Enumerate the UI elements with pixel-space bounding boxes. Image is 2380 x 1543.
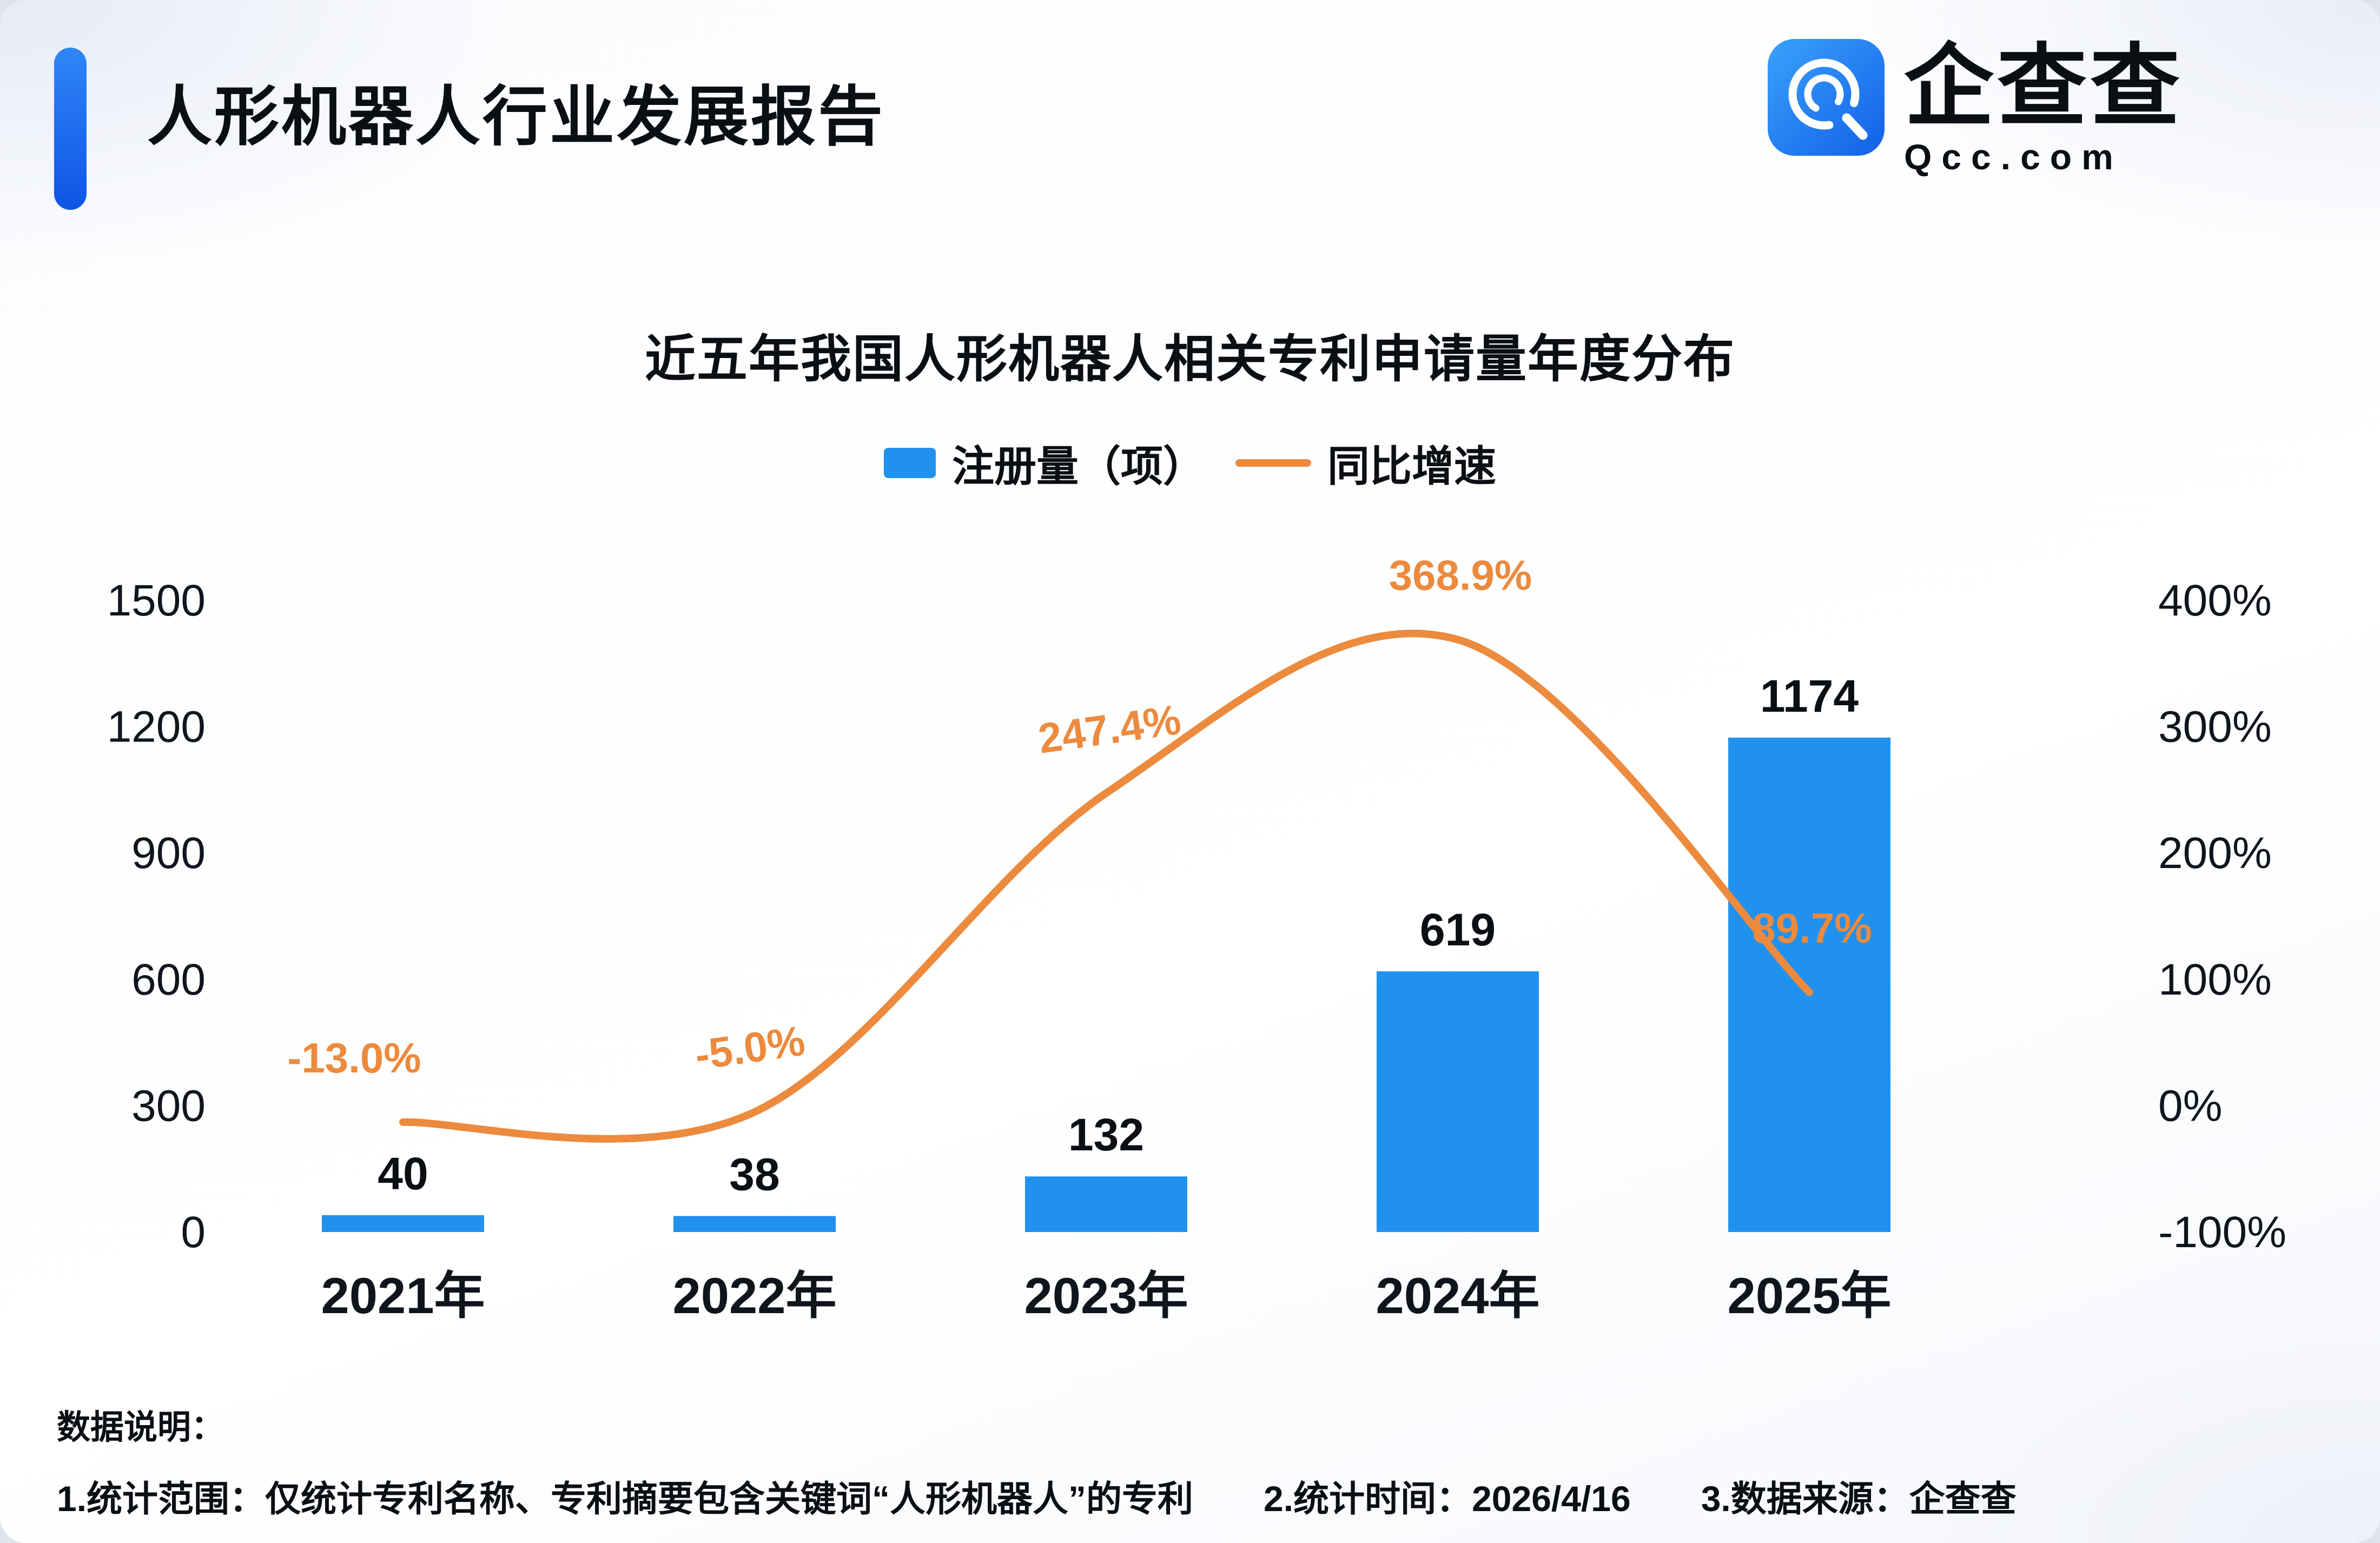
right-axis-tick: 300% — [2158, 703, 2272, 752]
right-axis-tick: 100% — [2158, 955, 2272, 1004]
note-source: 3.数据来源：企查查 — [1701, 1479, 2017, 1519]
data-notes: 1.统计范围：仅统计专利名称、专利摘要包含关键词“人形机器人”的专利 2.统计时… — [57, 1470, 2323, 1522]
note-scope: 1.统计范围：仅统计专利名称、专利摘要包含关键词“人形机器人”的专利 — [57, 1479, 1194, 1519]
x-axis-label: 2022年 — [672, 1267, 836, 1324]
bar — [1377, 971, 1539, 1232]
bar-value-label: 132 — [1068, 1109, 1144, 1160]
right-axis-tick: -100% — [2158, 1208, 2286, 1257]
bar-value-label: 38 — [729, 1149, 779, 1200]
right-axis-tick: 400% — [2158, 576, 2272, 625]
left-axis-tick: 600 — [131, 955, 206, 1004]
chart-legend: 注册量（项） 同比增速 — [0, 433, 2380, 493]
x-axis-label: 2025年 — [1727, 1267, 1891, 1324]
bar-line-chart: 0 300 600 900 1200 1500 -100% 0% 100% 200% 300% 400… — [107, 552, 2286, 1324]
left-axis-tick: 900 — [131, 829, 206, 878]
page-title: 人形机器人行业发展报告 — [147, 81, 885, 153]
bar-value-label: 1174 — [1760, 671, 1859, 721]
note-date: 2.统计时间：2026/4/16 — [1264, 1479, 1631, 1519]
bar-value-label: 40 — [378, 1148, 428, 1199]
left-axis-tick: 1200 — [107, 703, 206, 752]
growth-rate-label: 89.7% — [1752, 904, 1872, 952]
data-notes-label: 数据说明： — [57, 1409, 225, 1446]
x-axis-label: 2024年 — [1376, 1267, 1539, 1324]
bar-legend-label: 注册量（项） — [951, 442, 1205, 490]
x-axis-label: 2021年 — [321, 1267, 485, 1324]
growth-rate-label: -5.0% — [692, 1017, 808, 1080]
right-axis-tick: 0% — [2158, 1081, 2223, 1130]
left-axis-tick: 300 — [131, 1081, 206, 1130]
growth-line — [399, 630, 1813, 1143]
line-legend-label: 同比增速 — [1327, 442, 1497, 490]
qcc-logo: 企查查 Qcc.com — [1768, 39, 2183, 177]
bar-value-label: 619 — [1420, 904, 1496, 955]
legend-item-line: 同比增速 — [1235, 433, 1496, 493]
right-axis-tick: 200% — [2158, 829, 2272, 878]
left-axis-tick: 0 — [181, 1208, 206, 1257]
bar — [1025, 1176, 1187, 1232]
bar — [673, 1216, 836, 1232]
qcc-logo-text-wrap: 企查查 Qcc.com — [1904, 37, 2183, 177]
qcc-logo-subtext: Qcc.com — [1904, 137, 2123, 177]
growth-rate-label: 368.9% — [1389, 552, 1532, 599]
qcc-logo-icon — [1768, 39, 1885, 156]
title-accent-bar — [54, 48, 87, 210]
bar-legend-swatch — [883, 448, 936, 478]
bar — [1728, 737, 1890, 1232]
x-axis-label: 2023年 — [1024, 1267, 1188, 1324]
qcc-logo-text: 企查查 — [1904, 37, 2183, 137]
bar — [322, 1215, 484, 1232]
left-axis-tick: 1500 — [107, 576, 206, 625]
line-legend-swatch — [1235, 459, 1311, 467]
legend-item-bars: 注册量（项） — [883, 433, 1205, 493]
growth-rate-label: -13.0% — [287, 1034, 421, 1082]
chart-title: 近五年我国人形机器人相关专利申请量年度分布 — [644, 330, 1735, 387]
chart-area: 0 300 600 900 1200 1500 -100% 0% 100% 200% 300% 400… — [0, 508, 2380, 1352]
